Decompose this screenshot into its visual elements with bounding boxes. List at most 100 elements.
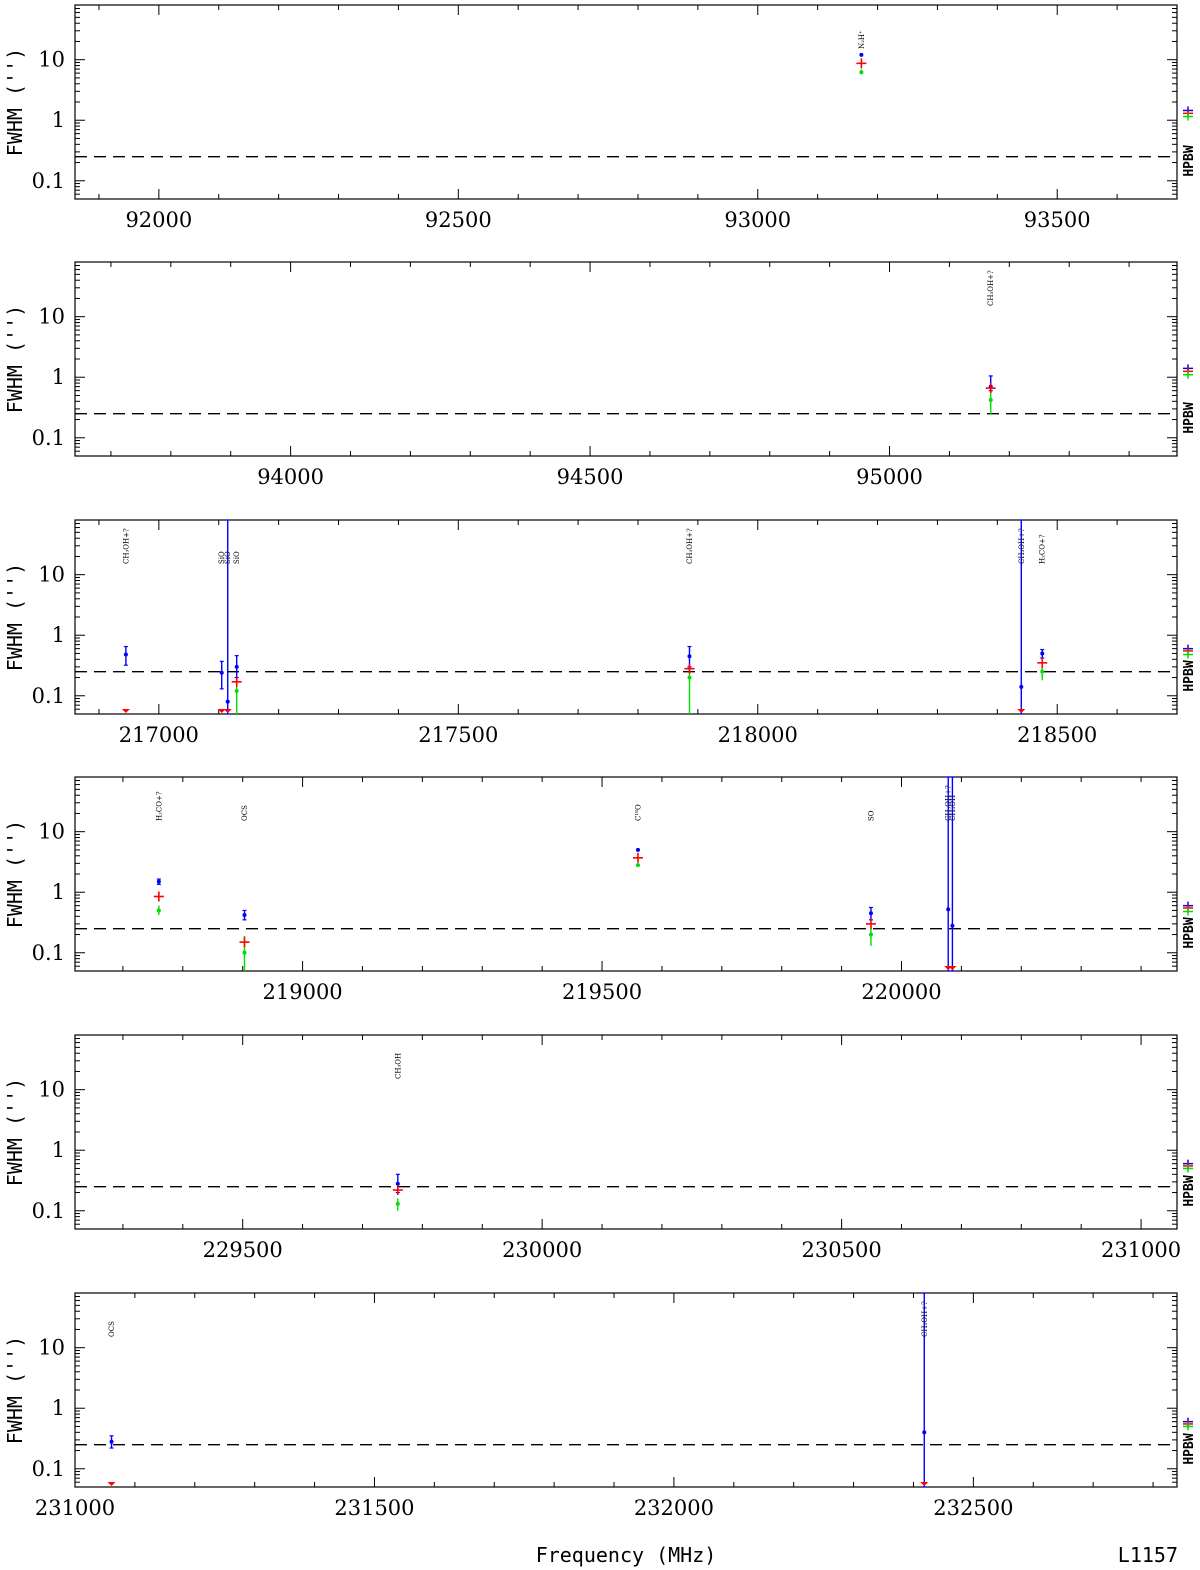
blue-point [156,879,161,884]
blue-point [859,52,864,57]
hpbw-label: HPBW [1182,1175,1197,1206]
blue-point [242,913,247,918]
line-label: OCS [241,805,249,821]
blue-point [950,923,955,928]
red-limit-marker [1017,709,1026,713]
x-axis-title: Frequency (MHz) [536,1543,717,1567]
x-tick-label: 231000 [1101,1238,1181,1262]
panel-5: 0.1 1 10 229500 230000 230500 231000 FWHM ('') H… [3,1034,1197,1262]
blue-point [219,670,224,675]
green-point [242,950,247,955]
x-tick-label: 217500 [418,723,498,747]
hpbw-label: HPBW [1182,402,1197,433]
y-tick-label: 1 [52,1138,65,1162]
y-tick-label: 10 [38,563,65,587]
x-tick-label: 219000 [263,980,343,1004]
red-limit-marker [920,1482,929,1486]
y-axis-label: FWHM ('') [3,563,27,671]
panel-2: 0.1 1 10 94000 94500 95000 FWHM ('') HPBW CH₃OH+… [3,261,1197,489]
red-limit-marker [223,709,232,713]
y-tick-label: 0.1 [32,169,65,193]
green-point [1040,669,1045,674]
source-label: L1157 [1118,1543,1178,1567]
blue-point [123,652,128,657]
blue-point [868,911,873,916]
x-tick-label: 230500 [802,1238,882,1262]
panel-6: 0.1 1 10 231000 231500 232000 232500 FWHM ('') H… [3,1292,1197,1520]
line-label: CH₃OH+? [686,528,694,564]
red-limit-marker [107,1482,116,1486]
y-tick-label: 10 [38,820,65,844]
x-tick-label: 218000 [718,723,798,747]
line-label: CH₃OH [394,1053,402,1079]
y-tick-label: 10 [38,1078,65,1102]
x-tick-label: 231500 [334,1496,414,1520]
red-limit-marker [948,966,957,970]
panel-4: 0.1 1 10 219000 219500 220000 FWHM ('') HPBW H₂C… [3,776,1197,1004]
y-axis-label: FWHM ('') [3,48,27,156]
y-tick-label: 0.1 [32,426,65,450]
y-tick-label: 1 [52,365,65,389]
y-tick-label: 1 [52,108,65,132]
x-tick-label: 95000 [856,465,923,489]
y-axis-label: FWHM ('') [3,1078,27,1186]
line-label: OCS [108,1321,116,1337]
x-tick-label: 229500 [203,1238,283,1262]
x-tick-label: 231000 [35,1496,115,1520]
line-label: CH₃OH+? [122,528,130,564]
line-label: N₂H⁺ [858,30,866,49]
y-tick-label: 0.1 [32,1457,65,1481]
x-tick-label: 93500 [1024,208,1091,232]
blue-point [1040,651,1045,656]
hpbw-label: HPBW [1182,917,1197,948]
blue-point [109,1439,114,1444]
x-tick-label: 92500 [425,208,492,232]
green-point [859,70,864,75]
hpbw-label: HPBW [1182,660,1197,691]
plot-frame [74,1034,1178,1230]
green-point [635,863,640,868]
panel-1: 0.1 1 10 92000 92500 93000 93500 FWHM ('') HPBW N… [3,4,1197,232]
x-tick-label: 232500 [933,1496,1013,1520]
y-tick-label: 1 [52,880,65,904]
panel-3: 0.1 1 10 217000 217500 218000 218500 FWHM ('') H… [3,519,1197,747]
x-tick-label: 94000 [257,465,324,489]
green-point [234,688,239,693]
y-tick-label: 10 [38,48,65,72]
y-tick-label: 0.1 [32,684,65,708]
blue-point [395,1181,400,1186]
blue-point [225,699,230,704]
blue-point [687,654,692,659]
line-label: SiO [233,551,241,564]
y-tick-label: 1 [52,623,65,647]
blue-point [635,847,640,852]
hpbw-label: HPBW [1182,145,1197,176]
blue-point [234,664,239,669]
x-tick-label: 93000 [724,208,791,232]
green-point [988,398,993,403]
blue-point [1019,684,1024,689]
y-axis-label: FWHM ('') [3,1336,27,1444]
x-tick-label: 219500 [562,980,642,1004]
blue-point [946,907,951,912]
red-limit-marker [121,709,130,713]
x-tick-label: 94500 [557,465,624,489]
green-point [156,908,161,913]
x-tick-label: 230000 [502,1238,582,1262]
y-axis-label: FWHM ('') [3,305,27,413]
x-tick-label: 232000 [634,1496,714,1520]
plot-frame [74,261,1178,457]
green-point [687,675,692,680]
plot-frame [74,519,1178,715]
y-tick-label: 10 [38,1336,65,1360]
line-label: C¹⁸O [634,804,642,821]
red-limit-marker [217,709,226,713]
line-label: SO [867,810,875,821]
line-label: H₂CO+? [1039,534,1047,564]
y-tick-label: 0.1 [32,941,65,965]
y-tick-label: 10 [38,305,65,329]
plot-frame [74,4,1178,200]
green-point [395,1201,400,1206]
green-point [868,932,873,937]
